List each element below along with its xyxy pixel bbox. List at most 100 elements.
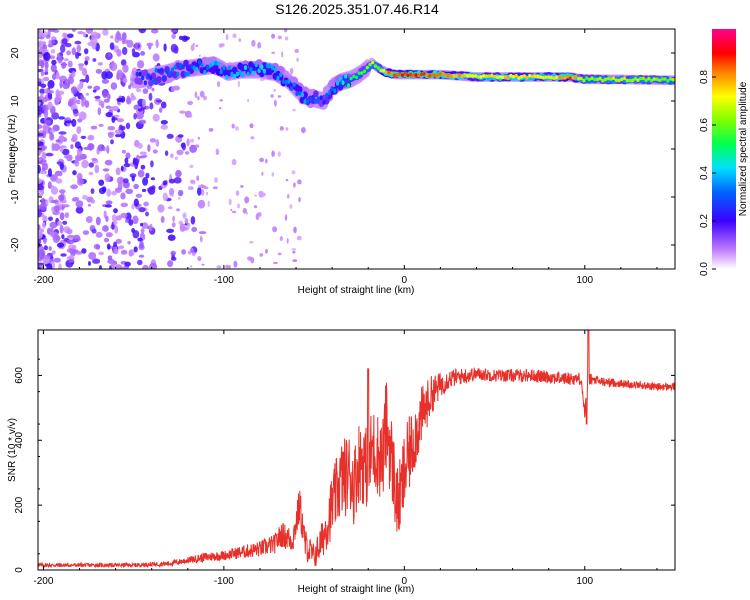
noise-blob <box>41 30 47 38</box>
noise-blob <box>147 144 151 152</box>
noise-blob <box>133 113 137 120</box>
ridge-mark <box>501 75 505 79</box>
noise-blob <box>48 216 53 222</box>
noise-blob <box>115 238 122 244</box>
noise-blob <box>124 261 131 267</box>
noise-blob <box>277 151 281 157</box>
noise-blob <box>122 178 129 184</box>
noise-blob <box>281 51 284 58</box>
noise-blob <box>122 46 128 56</box>
ridge-mark <box>511 74 516 79</box>
ridge-mark <box>544 75 548 79</box>
noise-blob <box>88 162 95 168</box>
ridge-mark <box>566 74 570 79</box>
noise-blob <box>55 178 63 184</box>
noise-blob <box>114 225 119 234</box>
noise-blob <box>272 226 278 233</box>
noise-blob <box>41 197 46 206</box>
noise-blob <box>47 79 55 89</box>
ridge-mark <box>585 76 589 80</box>
noise-blob <box>197 256 202 262</box>
noise-blob <box>270 94 274 98</box>
ridge-mark <box>313 90 319 98</box>
noise-blob <box>116 49 122 57</box>
ridge-mark <box>254 62 258 68</box>
noise-blob <box>105 71 113 79</box>
noise-blob <box>92 58 97 62</box>
noise-blob <box>216 265 222 269</box>
noise-blob <box>128 84 132 90</box>
noise-blob <box>46 263 53 269</box>
noise-blob <box>137 108 142 112</box>
noise-blob <box>87 134 95 141</box>
noise-blob <box>81 159 89 169</box>
noise-blob <box>128 219 134 226</box>
noise-blob <box>149 138 156 143</box>
spectrogram-x-ticks: -200 -100 0 100 <box>33 29 658 286</box>
snr-plot-area <box>38 330 675 570</box>
ridge-mark <box>430 73 434 77</box>
noise-blob <box>167 260 174 268</box>
noise-blob <box>55 71 60 79</box>
noise-blob <box>71 70 76 78</box>
ridge-mark <box>203 69 207 75</box>
noise-blob <box>111 190 117 196</box>
noise-blob <box>116 69 123 79</box>
noise-blob <box>178 197 181 200</box>
noise-blob <box>131 48 136 54</box>
noise-blob <box>115 215 122 221</box>
ridge-mark <box>444 73 448 78</box>
noise-blob <box>84 100 90 108</box>
noise-blob <box>160 120 168 125</box>
ridge-mark <box>590 76 594 80</box>
noise-blob <box>49 132 55 141</box>
noise-blob <box>81 248 87 254</box>
noise-blob <box>81 101 85 107</box>
noise-blob <box>170 29 178 33</box>
noise-blob <box>150 160 154 168</box>
noise-blob <box>104 159 113 166</box>
ridge-mark <box>365 65 369 70</box>
noise-blob <box>116 176 125 185</box>
noise-blob <box>120 249 128 255</box>
noise-blob <box>296 235 302 241</box>
noise-blob <box>61 61 67 69</box>
ridge-mark <box>243 65 248 70</box>
noise-blob <box>134 42 139 50</box>
noise-blob <box>203 95 207 101</box>
ridge-mark <box>225 74 229 80</box>
noise-blob <box>242 207 247 214</box>
noise-blob <box>193 180 196 185</box>
noise-blob <box>118 245 125 249</box>
noise-blob <box>130 92 135 99</box>
noise-blob <box>48 246 52 251</box>
ridge-mark <box>360 71 364 75</box>
noise-blob <box>132 215 139 225</box>
noise-blob <box>259 253 264 257</box>
noise-blob <box>190 138 195 143</box>
noise-blob <box>41 151 47 161</box>
noise-blob <box>38 157 42 162</box>
noise-blob <box>115 167 121 176</box>
noise-blob <box>68 258 74 263</box>
ridge-mark <box>357 71 361 75</box>
noise-blob <box>105 112 113 118</box>
noise-blob <box>77 177 84 186</box>
noise-blob <box>118 266 127 269</box>
noise-blob <box>138 254 145 258</box>
ridge-mark <box>216 61 221 66</box>
noise-blob <box>140 222 143 227</box>
ridge-mark <box>262 68 267 74</box>
ridge-mark <box>425 73 429 77</box>
noise-blob <box>87 85 93 89</box>
noise-blob <box>177 134 184 138</box>
noise-blob <box>160 124 169 130</box>
noise-blob <box>107 126 116 131</box>
noise-blob <box>60 253 67 257</box>
noise-blob <box>113 241 117 247</box>
y-tick-label: 0 <box>10 146 21 152</box>
ridge-mark <box>593 77 597 82</box>
ridge-mark <box>636 78 640 82</box>
noise-blob <box>106 145 110 154</box>
ridge-mark <box>371 60 375 65</box>
